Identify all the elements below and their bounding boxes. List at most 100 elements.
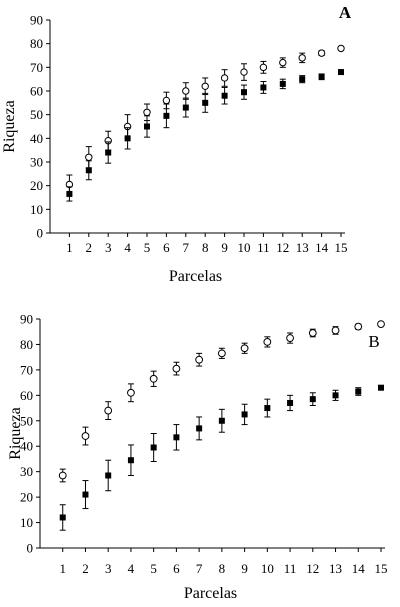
panel-letter: A xyxy=(339,3,352,22)
y-axis-label: Riqueza xyxy=(7,407,24,459)
y-axis-label: Riqueza xyxy=(1,100,18,152)
point-open-circle xyxy=(263,338,272,346)
x-tick-label: 10 xyxy=(238,240,251,255)
y-tick-label: 0 xyxy=(27,541,34,556)
y-tick-label: 90 xyxy=(30,13,43,28)
point-open-circle xyxy=(298,54,306,62)
x-tick-label: 2 xyxy=(86,240,93,255)
y-tick-label: 60 xyxy=(30,84,43,99)
point-filled-square xyxy=(173,434,180,441)
y-tick-label: 70 xyxy=(30,60,43,75)
x-tick-label: 11 xyxy=(284,561,297,576)
point-filled-square xyxy=(105,149,112,156)
x-tick-label: 8 xyxy=(202,240,209,255)
point-open-circle xyxy=(195,355,204,364)
y-tick-label: 50 xyxy=(20,413,33,428)
y-tick-label: 30 xyxy=(20,464,33,479)
point-filled-square xyxy=(144,123,150,130)
point-open-circle xyxy=(81,432,90,440)
point-filled-square xyxy=(221,92,228,99)
y-tick-label: 80 xyxy=(30,36,43,51)
point-filled-square xyxy=(150,444,157,451)
point-open-circle xyxy=(58,471,67,480)
point-open-circle xyxy=(162,96,171,105)
x-axis-label: Parcelas xyxy=(184,585,237,602)
point-open-circle xyxy=(377,320,385,328)
point-open-circle xyxy=(317,49,326,57)
x-tick-label: 4 xyxy=(124,240,131,255)
point-filled-square xyxy=(124,135,131,142)
y-tick-label: 60 xyxy=(20,388,33,403)
point-filled-square xyxy=(241,89,247,96)
point-filled-square xyxy=(309,396,316,403)
y-tick-label: 90 xyxy=(20,312,33,327)
x-tick-label: 3 xyxy=(105,561,112,576)
point-filled-square xyxy=(85,167,92,174)
x-tick-label: 2 xyxy=(82,561,89,576)
point-open-circle xyxy=(240,68,248,76)
y-tick-label: 70 xyxy=(20,362,33,377)
point-filled-square xyxy=(318,73,325,80)
x-tick-label: 3 xyxy=(105,240,112,255)
x-tick-label: 14 xyxy=(352,561,366,576)
y-tick-label: 40 xyxy=(20,439,33,454)
point-filled-square xyxy=(182,104,189,111)
x-tick-label: 12 xyxy=(306,561,319,576)
x-tick-label: 12 xyxy=(276,240,289,255)
x-tick-label: 15 xyxy=(375,561,388,576)
point-filled-square xyxy=(202,99,209,106)
x-tick-label: 10 xyxy=(261,561,274,576)
x-tick-label: 9 xyxy=(241,561,248,576)
x-tick-label: 7 xyxy=(196,561,203,576)
point-filled-square xyxy=(105,472,112,479)
x-tick-label: 1 xyxy=(66,240,73,255)
x-tick-label: 5 xyxy=(150,561,157,576)
point-open-circle xyxy=(104,406,113,415)
y-tick-label: 30 xyxy=(30,155,43,170)
y-tick-label: 20 xyxy=(30,178,43,193)
x-tick-label: 11 xyxy=(257,240,270,255)
x-axis-label: Parcelas xyxy=(169,268,222,285)
point-filled-square xyxy=(82,491,89,498)
x-tick-label: 4 xyxy=(128,561,135,576)
y-tick-label: 0 xyxy=(37,226,44,241)
point-filled-square xyxy=(338,69,344,76)
panel-letter: B xyxy=(368,332,379,351)
point-open-circle xyxy=(240,344,249,353)
x-tick-label: 15 xyxy=(335,240,348,255)
point-filled-square xyxy=(241,411,248,418)
point-open-circle xyxy=(149,374,158,383)
x-tick-label: 9 xyxy=(221,240,228,255)
point-open-circle xyxy=(308,329,317,337)
point-filled-square xyxy=(127,457,134,464)
point-open-circle xyxy=(331,326,340,335)
point-open-circle xyxy=(172,364,181,373)
x-tick-label: 1 xyxy=(59,561,66,576)
point-open-circle xyxy=(259,63,268,72)
x-tick-label: 13 xyxy=(329,561,342,576)
point-filled-square xyxy=(279,80,286,87)
x-tick-label: 6 xyxy=(173,561,180,576)
point-filled-square xyxy=(163,112,170,119)
point-filled-square xyxy=(355,388,362,395)
point-open-circle xyxy=(143,108,151,117)
point-filled-square xyxy=(218,417,225,424)
point-open-circle xyxy=(85,153,93,161)
x-tick-label: 6 xyxy=(163,240,170,255)
point-filled-square xyxy=(196,425,203,432)
x-tick-label: 5 xyxy=(144,240,151,255)
point-filled-square xyxy=(264,405,271,412)
point-open-circle xyxy=(220,74,229,82)
point-filled-square xyxy=(287,399,294,406)
point-filled-square xyxy=(299,76,306,83)
y-tick-label: 10 xyxy=(30,202,43,217)
y-tick-label: 50 xyxy=(30,107,43,122)
y-tick-label: 20 xyxy=(20,490,33,505)
y-tick-label: 10 xyxy=(20,515,33,530)
point-filled-square xyxy=(66,190,73,197)
point-filled-square xyxy=(260,84,267,91)
x-tick-label: 13 xyxy=(296,240,309,255)
y-tick-label: 80 xyxy=(20,337,33,352)
